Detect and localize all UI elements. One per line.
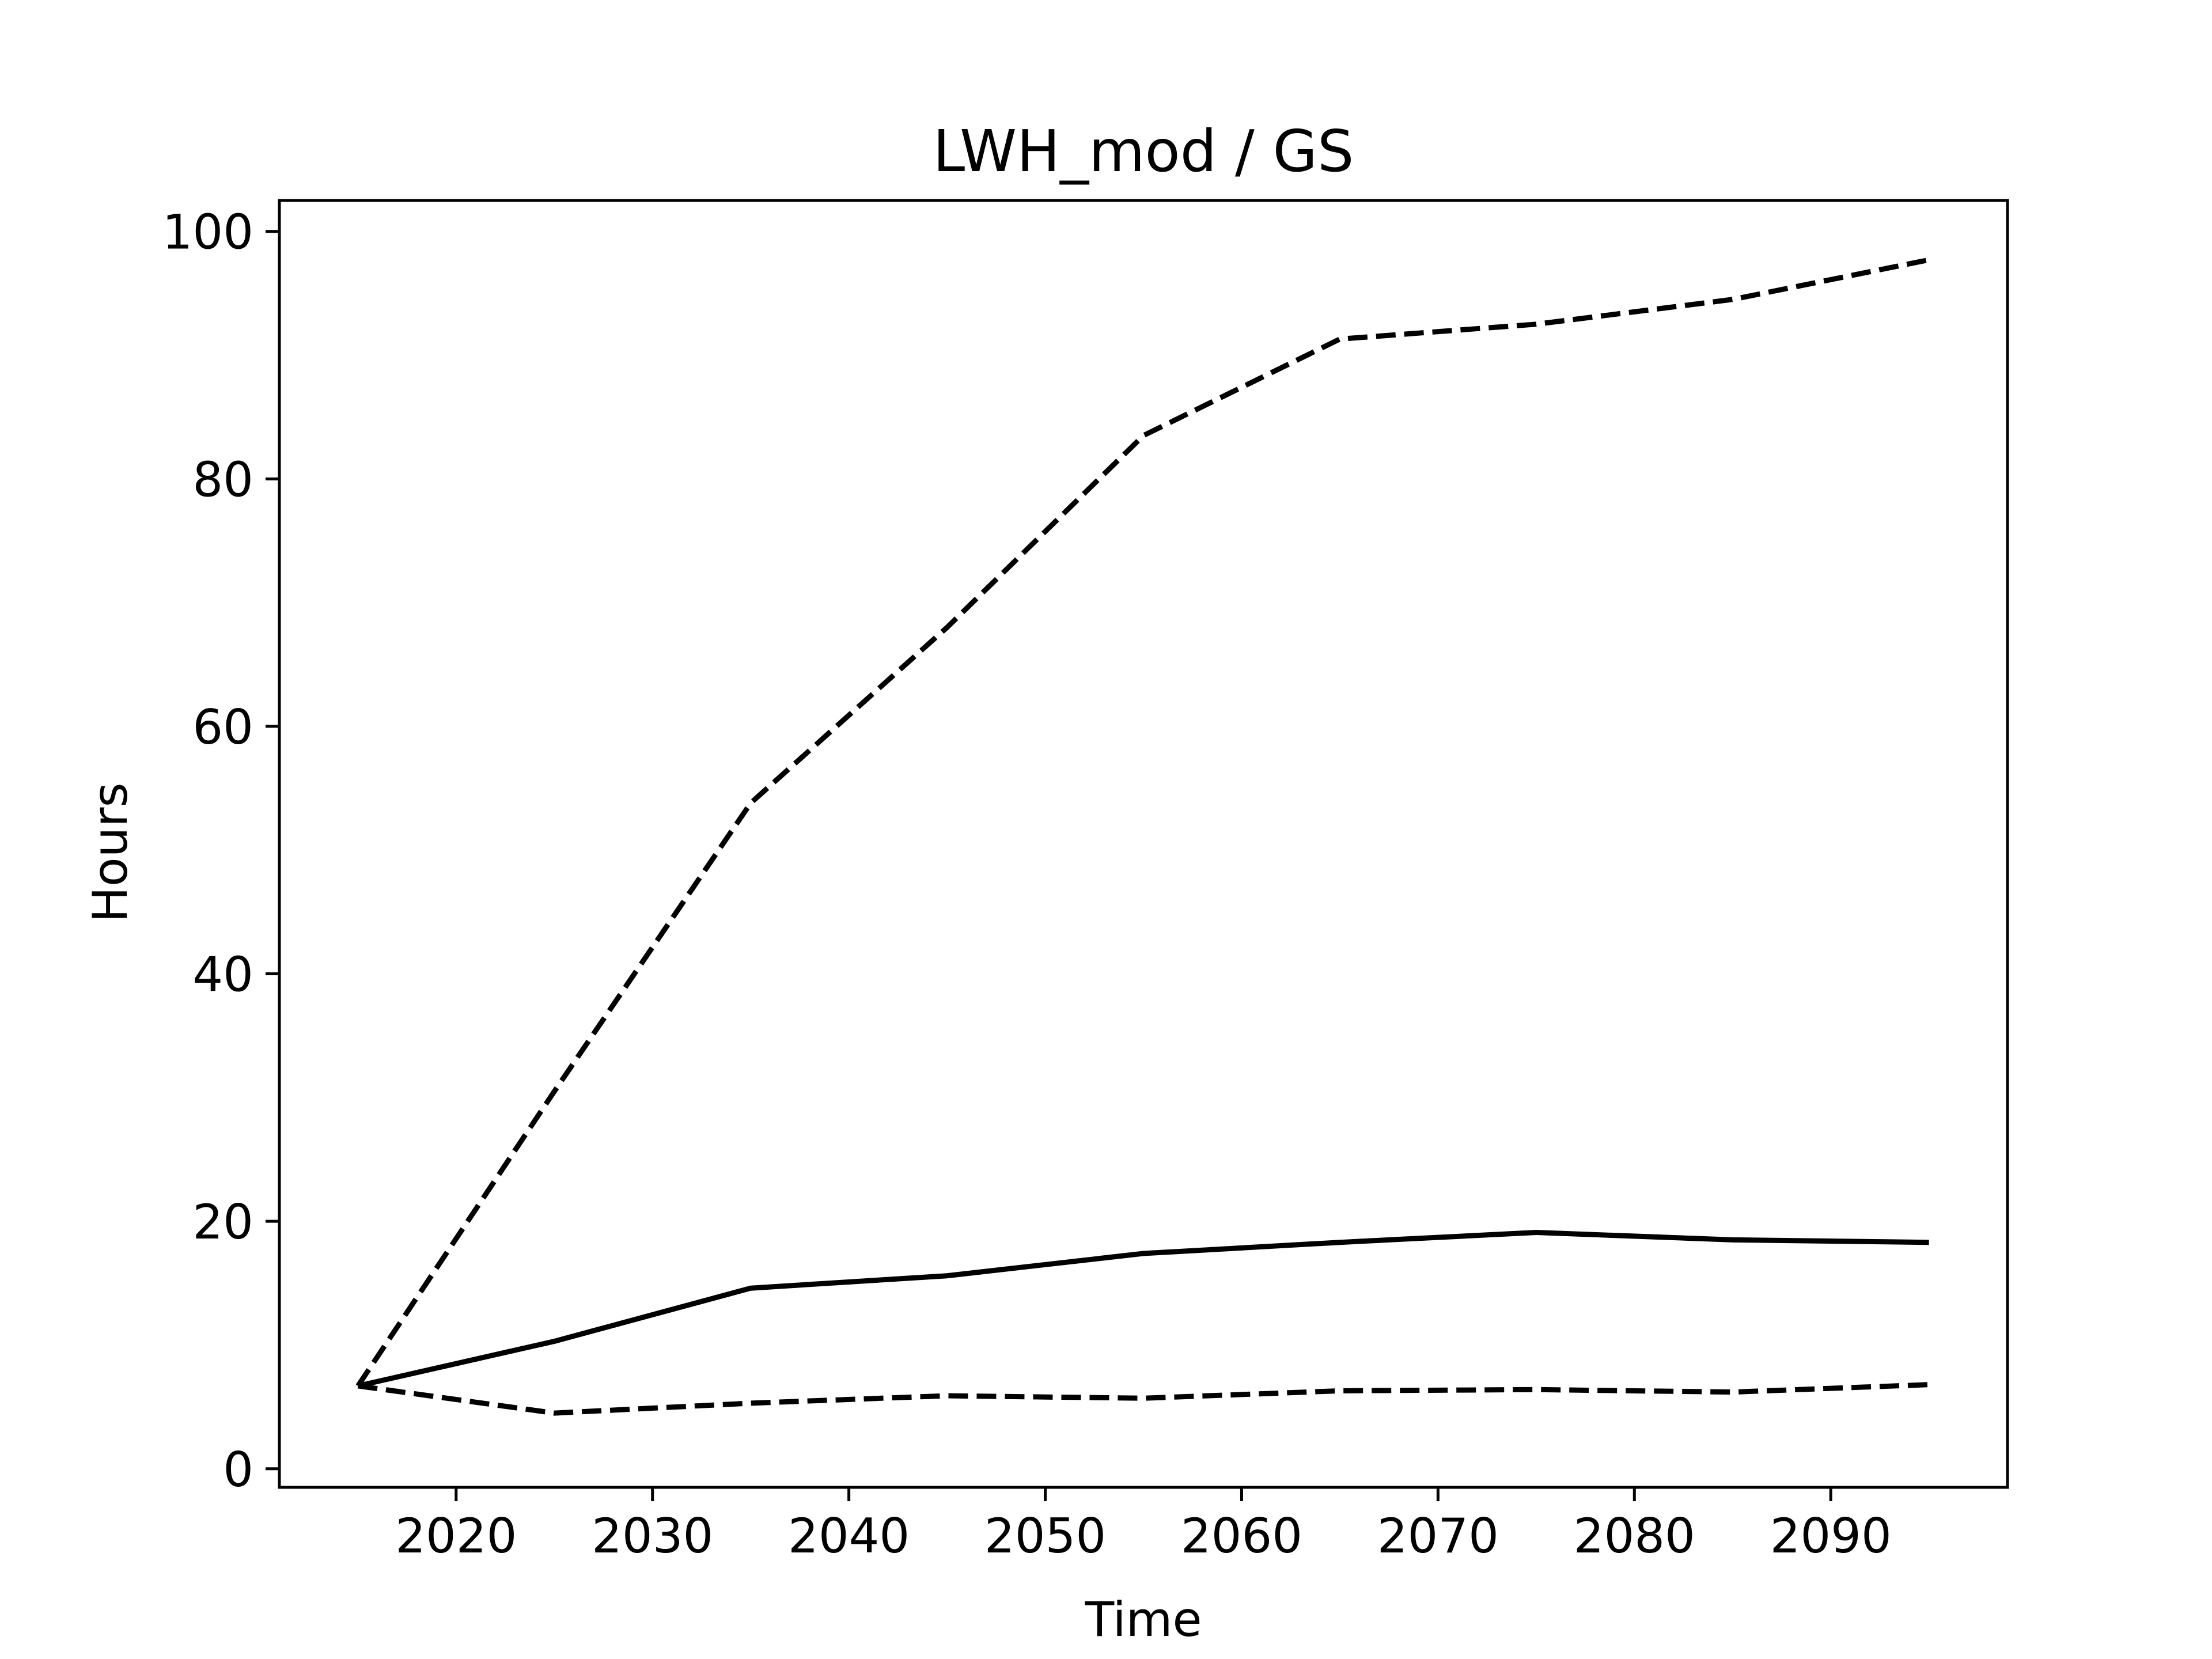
x-tick-label: 2040 bbox=[788, 1508, 910, 1564]
x-axis-label: Time bbox=[1084, 1592, 1202, 1647]
series-line-1-solid bbox=[357, 1230, 1929, 1389]
y-tick-label: 60 bbox=[192, 699, 253, 755]
y-tick-label: 80 bbox=[192, 452, 253, 507]
y-tick-label: 40 bbox=[192, 947, 253, 1003]
x-tick-label: 2070 bbox=[1377, 1508, 1499, 1564]
x-tick-label: 2050 bbox=[984, 1508, 1106, 1564]
x-tick-label: 2080 bbox=[1574, 1508, 1695, 1564]
y-tick-label: 20 bbox=[192, 1194, 253, 1250]
y-axis-label: Hours bbox=[82, 782, 138, 922]
chart-title: LWH_mod / GS bbox=[933, 118, 1354, 185]
series-line-2-dashed bbox=[355, 257, 1930, 1388]
series-layer bbox=[355, 257, 1930, 1416]
series-line-3-dashed bbox=[357, 1382, 1929, 1416]
y-tick-label: 100 bbox=[162, 204, 253, 260]
x-tick-label: 2030 bbox=[592, 1508, 713, 1564]
x-axis: 2020 2030 2040 2050 2060 2070 2080 2090 bbox=[395, 1487, 1892, 1564]
x-tick-label: 2020 bbox=[395, 1508, 517, 1564]
y-tick-label: 0 bbox=[223, 1442, 253, 1498]
x-tick-label: 2090 bbox=[1770, 1508, 1892, 1564]
plot-area-frame bbox=[278, 199, 2009, 1489]
y-axis: 0 20 40 60 80 100 bbox=[162, 204, 279, 1498]
x-tick-label: 2060 bbox=[1181, 1508, 1302, 1564]
